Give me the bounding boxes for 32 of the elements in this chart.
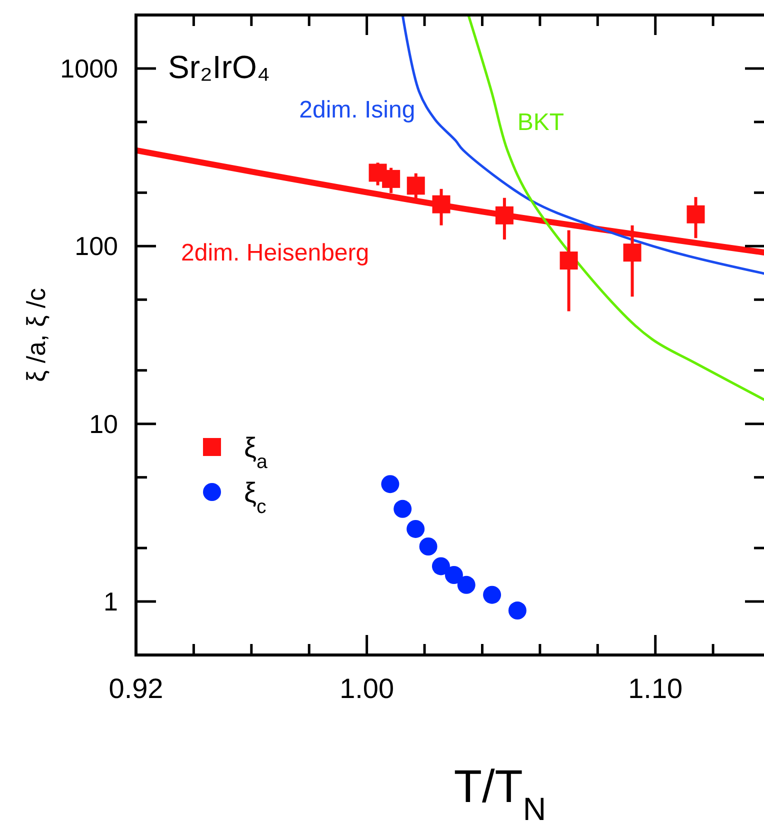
- point: [560, 252, 578, 270]
- point: [444, 566, 463, 584]
- point: [623, 244, 642, 262]
- legend-label: ξ$_{a}$: [244, 432, 268, 473]
- x-tick-label: 0.92: [108, 673, 164, 704]
- x-axis-title: T/T$_{N}$: [454, 760, 546, 827]
- legend-label: ξ$_{c}$: [244, 477, 267, 518]
- point: [483, 586, 502, 604]
- y-axis-title: ξ /a, ξ /c: [21, 288, 51, 382]
- point: [419, 538, 438, 556]
- point: [686, 205, 705, 224]
- point: [432, 557, 450, 576]
- point: [382, 170, 400, 188]
- line-series: [467, 15, 764, 402]
- series-label: BKT: [517, 109, 564, 136]
- annotation: Sr₂IrO₄: [168, 49, 270, 85]
- point: [381, 475, 400, 494]
- point: [394, 500, 412, 518]
- point: [508, 602, 526, 620]
- point: [406, 176, 425, 195]
- y-tick-label: 1: [104, 586, 118, 617]
- series-label: 2dim. Ising: [299, 96, 416, 124]
- point: [457, 576, 476, 594]
- series-label: 2dim. Heisenberg: [181, 239, 370, 266]
- point: [495, 206, 514, 224]
- y-tick-label: 100: [74, 231, 118, 262]
- point: [406, 520, 425, 538]
- x-tick-label: 1.00: [340, 673, 394, 704]
- point: [432, 195, 450, 214]
- y-tick-label: 10: [89, 408, 118, 439]
- x-tick-label: 1.10: [628, 673, 683, 704]
- y-tick-label: 1000: [60, 53, 118, 84]
